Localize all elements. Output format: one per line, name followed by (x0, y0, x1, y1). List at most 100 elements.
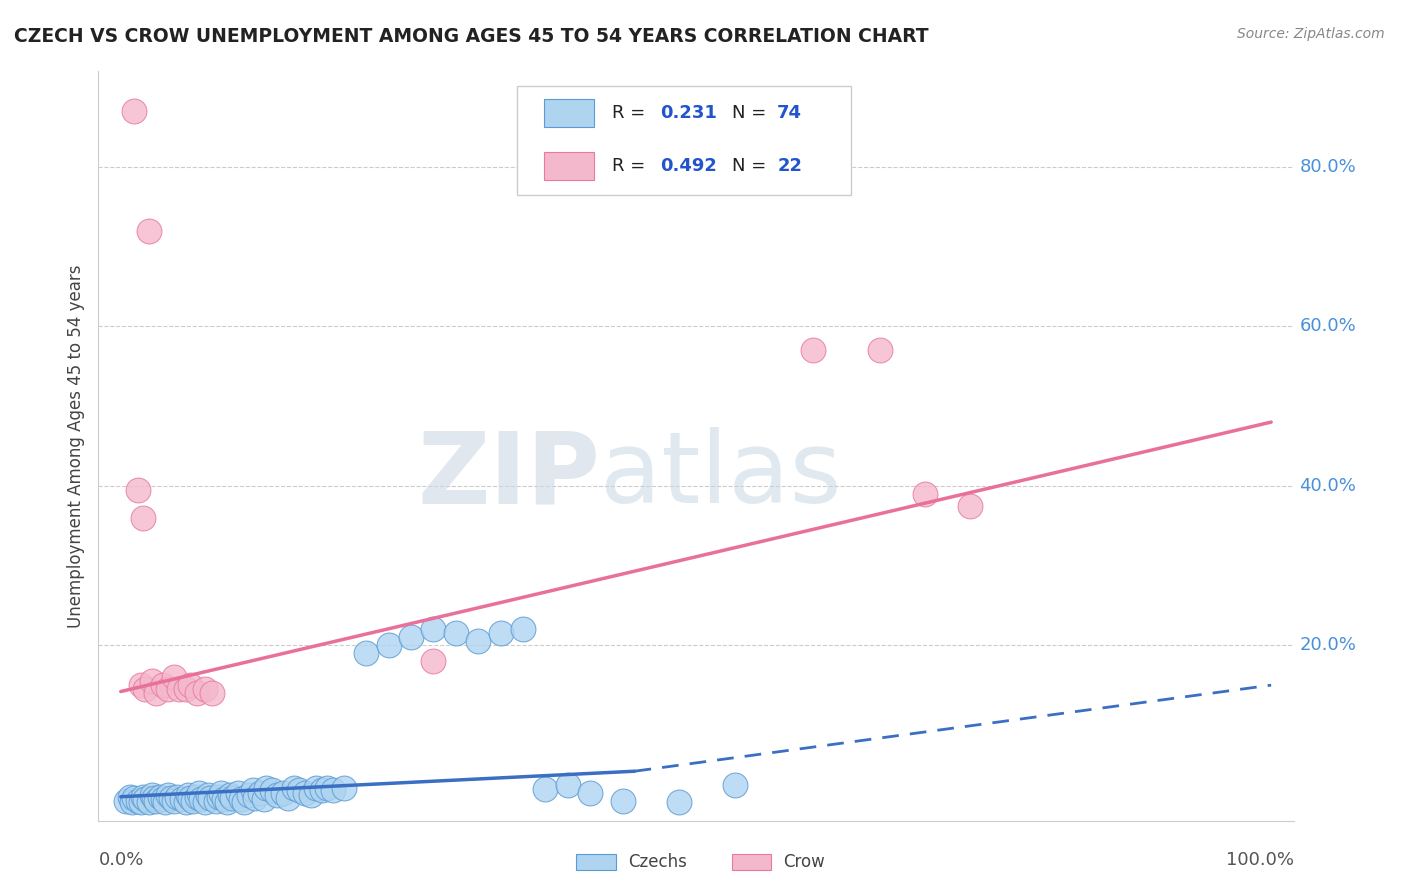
Point (322, 783, 344, 797)
Point (143, 791, 166, 805)
Point (869, 343, 891, 358)
Point (179, 678, 201, 692)
Point (489, 626, 512, 640)
Point (333, 780, 356, 795)
Point (266, 788, 288, 802)
Point (254, 780, 277, 795)
Point (141, 788, 163, 802)
Point (122, 104, 145, 119)
Point (557, 778, 579, 792)
Text: ZIP: ZIP (418, 427, 600, 524)
Text: N =: N = (733, 103, 772, 122)
Point (467, 634, 489, 648)
FancyBboxPatch shape (576, 854, 616, 870)
Point (378, 638, 401, 652)
Point (612, 794, 634, 808)
Point (190, 792, 212, 806)
Point (145, 686, 167, 700)
Text: 80.0%: 80.0% (1299, 158, 1357, 176)
FancyBboxPatch shape (733, 854, 772, 870)
Point (208, 789, 231, 804)
Text: 0.231: 0.231 (661, 103, 717, 122)
Point (127, 794, 149, 808)
Point (134, 682, 156, 697)
Point (156, 682, 179, 697)
Point (212, 792, 235, 806)
Point (193, 682, 215, 697)
Point (204, 794, 226, 808)
Point (288, 783, 311, 797)
Point (193, 795, 215, 809)
Point (183, 794, 205, 808)
Point (422, 654, 444, 668)
Point (271, 786, 294, 800)
Point (801, 343, 824, 358)
Point (243, 791, 266, 805)
Text: Source: ZipAtlas.com: Source: ZipAtlas.com (1237, 27, 1385, 41)
Point (187, 786, 209, 800)
Point (249, 786, 271, 800)
Point (186, 789, 208, 804)
Point (118, 789, 141, 804)
Point (356, 646, 378, 660)
Point (959, 499, 981, 513)
Point (149, 789, 172, 804)
Point (134, 792, 156, 806)
Point (231, 792, 253, 806)
Point (201, 686, 224, 700)
Point (579, 786, 602, 800)
Text: 0.0%: 0.0% (98, 851, 143, 869)
Point (242, 783, 264, 797)
Point (422, 623, 444, 637)
Point (238, 788, 260, 802)
Text: 100.0%: 100.0% (1226, 851, 1294, 869)
Y-axis label: Unemployment Among Ages 45 to 54 years: Unemployment Among Ages 45 to 54 years (66, 264, 84, 628)
Point (174, 682, 197, 697)
Point (512, 623, 534, 637)
Point (155, 795, 177, 809)
Text: N =: N = (733, 157, 772, 175)
Point (145, 794, 167, 808)
Point (167, 682, 190, 697)
FancyBboxPatch shape (517, 87, 852, 195)
Text: Czechs: Czechs (628, 853, 686, 871)
Point (138, 795, 160, 809)
Point (156, 788, 179, 802)
Point (198, 791, 221, 805)
Point (534, 781, 557, 796)
Point (179, 791, 201, 805)
Point (294, 786, 316, 800)
Point (174, 795, 197, 809)
Point (253, 792, 276, 806)
Point (232, 795, 254, 809)
Text: 22: 22 (778, 157, 803, 175)
Point (122, 791, 145, 805)
Point (129, 678, 152, 692)
Point (914, 487, 936, 501)
Point (115, 794, 138, 808)
Point (129, 795, 152, 809)
Point (186, 686, 208, 700)
Point (209, 786, 232, 800)
Text: CZECH VS CROW UNEMPLOYMENT AMONG AGES 45 TO 54 YEARS CORRELATION CHART: CZECH VS CROW UNEMPLOYMENT AMONG AGES 45… (14, 27, 929, 45)
Text: 40.0%: 40.0% (1299, 477, 1357, 495)
Point (316, 780, 339, 795)
Point (277, 791, 299, 805)
Text: 20.0%: 20.0% (1299, 636, 1357, 654)
Point (221, 791, 243, 805)
Text: 60.0%: 60.0% (1299, 318, 1357, 335)
Point (219, 788, 242, 802)
Text: atlas: atlas (600, 427, 842, 524)
Text: R =: R = (613, 103, 651, 122)
Point (226, 786, 249, 800)
Point (260, 783, 283, 797)
Point (311, 783, 333, 797)
Point (121, 795, 143, 809)
Point (138, 224, 160, 238)
Point (163, 670, 186, 684)
Text: Crow: Crow (783, 853, 825, 871)
Point (163, 794, 186, 808)
Text: 0.492: 0.492 (661, 157, 717, 175)
Point (127, 483, 149, 497)
Point (305, 780, 328, 795)
